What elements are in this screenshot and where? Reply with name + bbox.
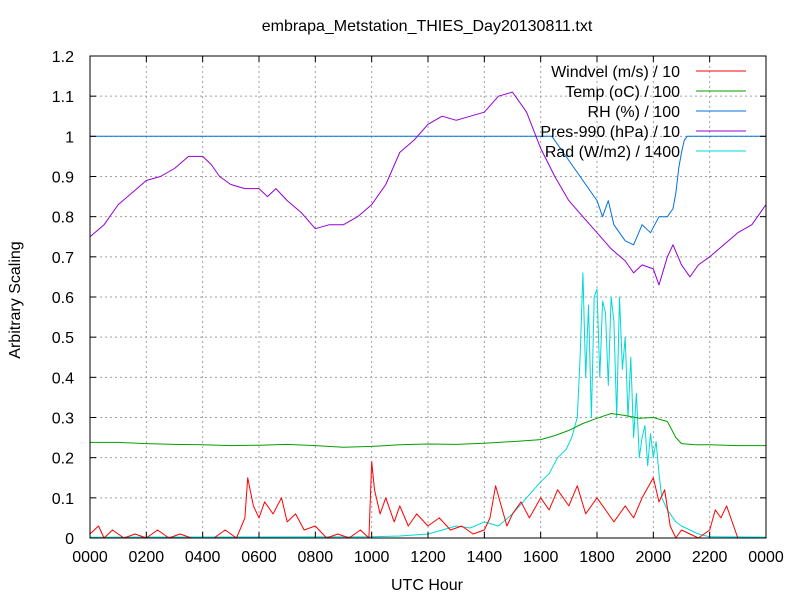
legend: Windvel (m/s) / 10 Temp (oC) / 100 RH (%) … — [540, 64, 746, 161]
y-tick-label: 0.4 — [52, 370, 74, 387]
y-tick-label: 1 — [65, 129, 74, 146]
x-tick-label: 1800 — [579, 549, 615, 566]
x-tick-label: 0200 — [129, 549, 165, 566]
x-tick-label: 1400 — [467, 549, 503, 566]
x-tick-label: 0000 — [748, 549, 784, 566]
y-tick-label: 1.1 — [52, 89, 74, 106]
x-tick-label: 1000 — [354, 549, 390, 566]
y-tick-label: 0.7 — [52, 250, 74, 267]
y-tick-label: 0.9 — [52, 170, 74, 187]
x-tick-label: 0800 — [298, 549, 334, 566]
legend-label: Rad (W/m2) / 1400 — [545, 144, 680, 161]
y-tick-label: 0.5 — [52, 330, 74, 347]
x-tick-label: 1600 — [523, 549, 559, 566]
series-rad-line — [89, 272, 767, 538]
y-tick-label: 0.6 — [52, 290, 74, 307]
series-pres990-line — [89, 91, 767, 286]
legend-label: Temp (oC) / 100 — [565, 84, 680, 101]
y-tick-label: 1.2 — [52, 49, 74, 66]
x-axis-label: UTC Hour — [391, 577, 464, 594]
legend-label: Pres-990 (hPa) / 10 — [540, 124, 680, 141]
series-temp-line — [90, 413, 766, 448]
y-axis-label: Arbitrary Scaling — [7, 241, 24, 358]
y-tick-labels: 0 0.1 0.2 0.3 0.4 0.5 0.6 0.7 0.8 0.9 1 1.1 1.2 — [52, 49, 74, 548]
legend-label: Windvel (m/s) / 10 — [551, 64, 680, 81]
x-tick-label: 2200 — [692, 549, 728, 566]
x-tick-labels: 0000 0200 0400 0600 0800 1000 1200 1400 1600 1800… — [72, 549, 784, 566]
series-rh-line — [90, 135, 766, 246]
y-tick-label: 0.1 — [52, 491, 74, 508]
x-tick-label: 0600 — [241, 549, 277, 566]
x-tick-label: 1200 — [410, 549, 446, 566]
x-tick-label: 0400 — [185, 549, 221, 566]
legend-label: RH (%) / 100 — [588, 104, 681, 121]
y-tick-label: 0 — [65, 531, 74, 548]
x-tick-label: 2000 — [636, 549, 672, 566]
series-windvel-line — [89, 461, 766, 539]
x-tick-label: 0000 — [72, 549, 108, 566]
y-tick-label: 0.8 — [52, 210, 74, 227]
axis-ticks — [89, 55, 767, 539]
series-layer — [89, 91, 767, 539]
chart-title: embrapa_Metstation_THIES_Day20130811.txt — [262, 18, 593, 35]
y-tick-label: 0.3 — [52, 411, 74, 428]
y-tick-label: 0.2 — [52, 451, 74, 468]
